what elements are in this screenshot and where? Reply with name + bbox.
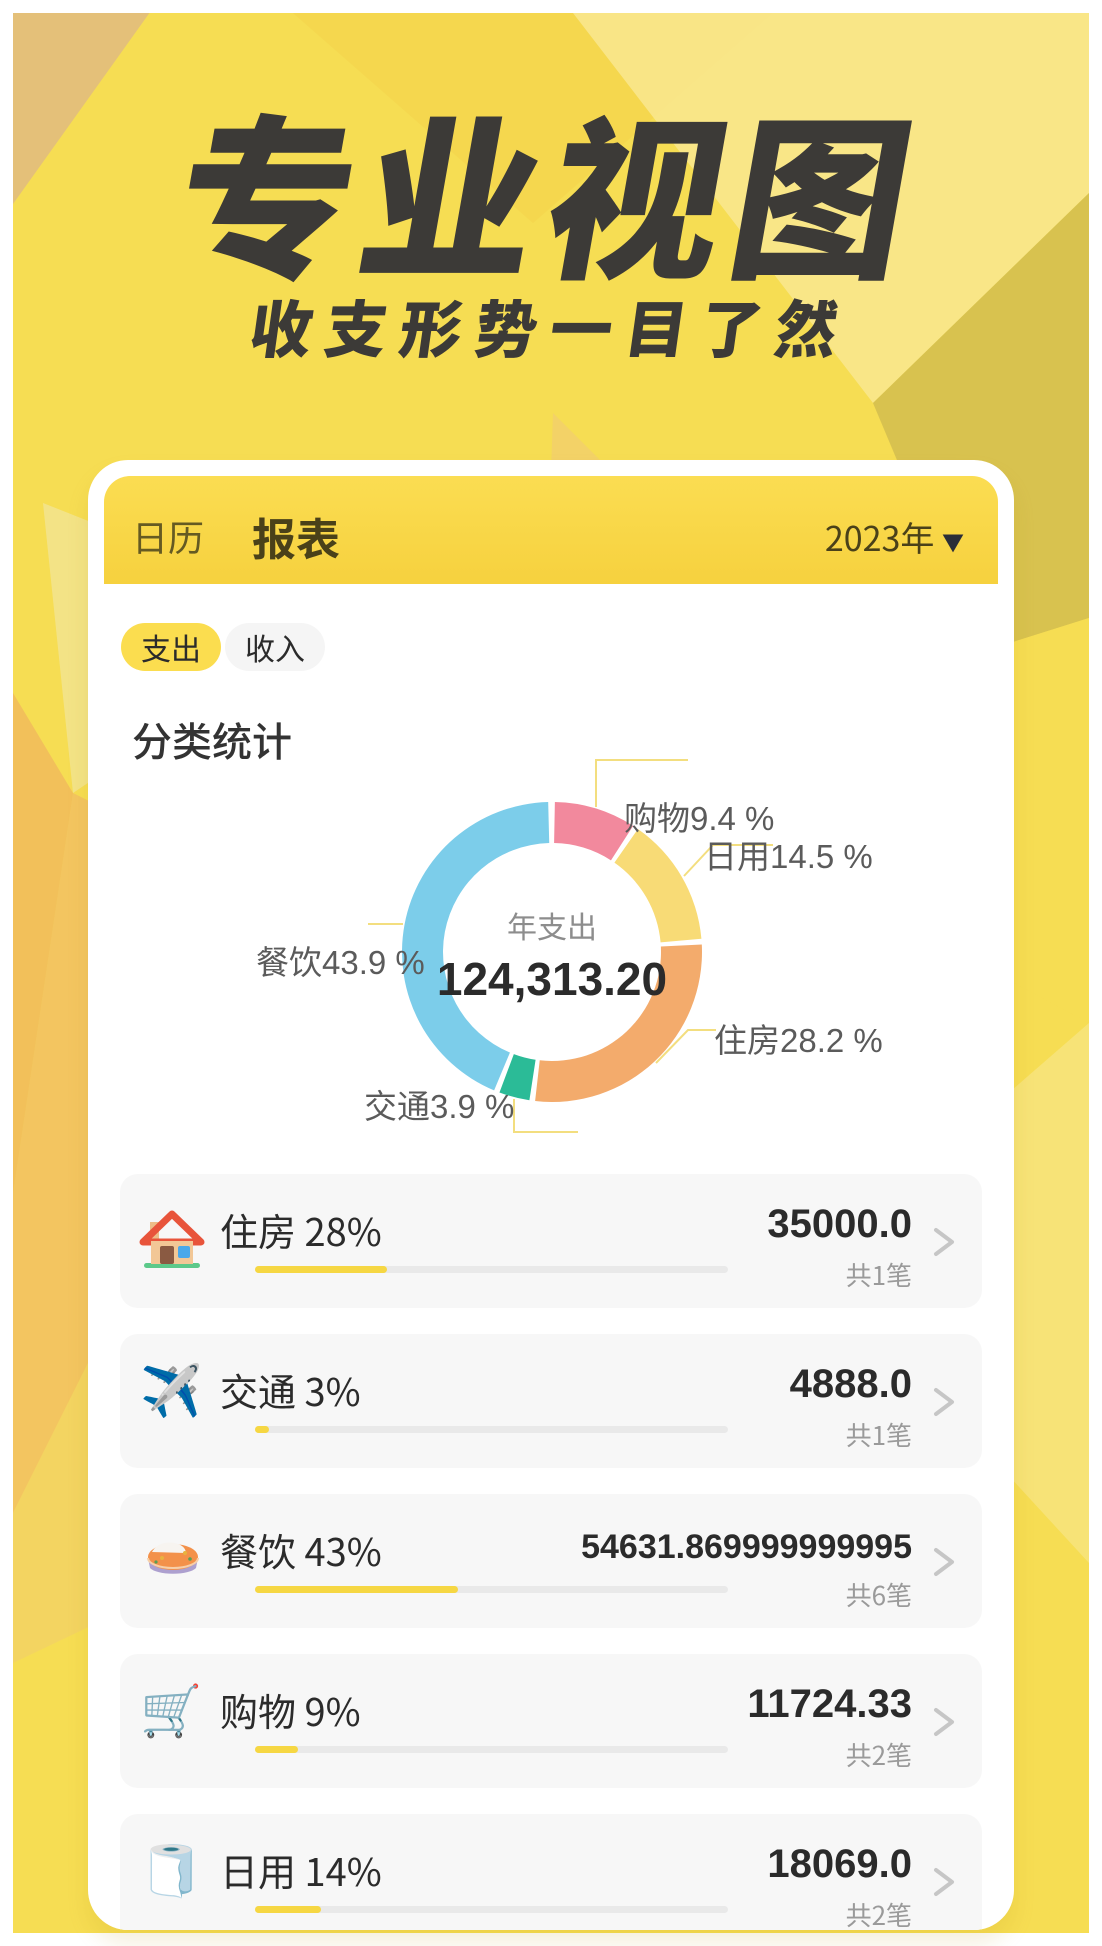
svg-text:住房28.2 %: 住房28.2 % — [714, 1014, 883, 1062]
svg-text:日用14.5 %: 日用14.5 % — [704, 830, 873, 878]
svg-text:124,313.20: 124,313.20 — [437, 953, 667, 1005]
svg-text:交通3.9 %: 交通3.9 % — [364, 1080, 514, 1128]
svg-text:餐饮43.9 %: 餐饮43.9 % — [256, 936, 425, 984]
svg-text:年支出: 年支出 — [507, 903, 597, 947]
